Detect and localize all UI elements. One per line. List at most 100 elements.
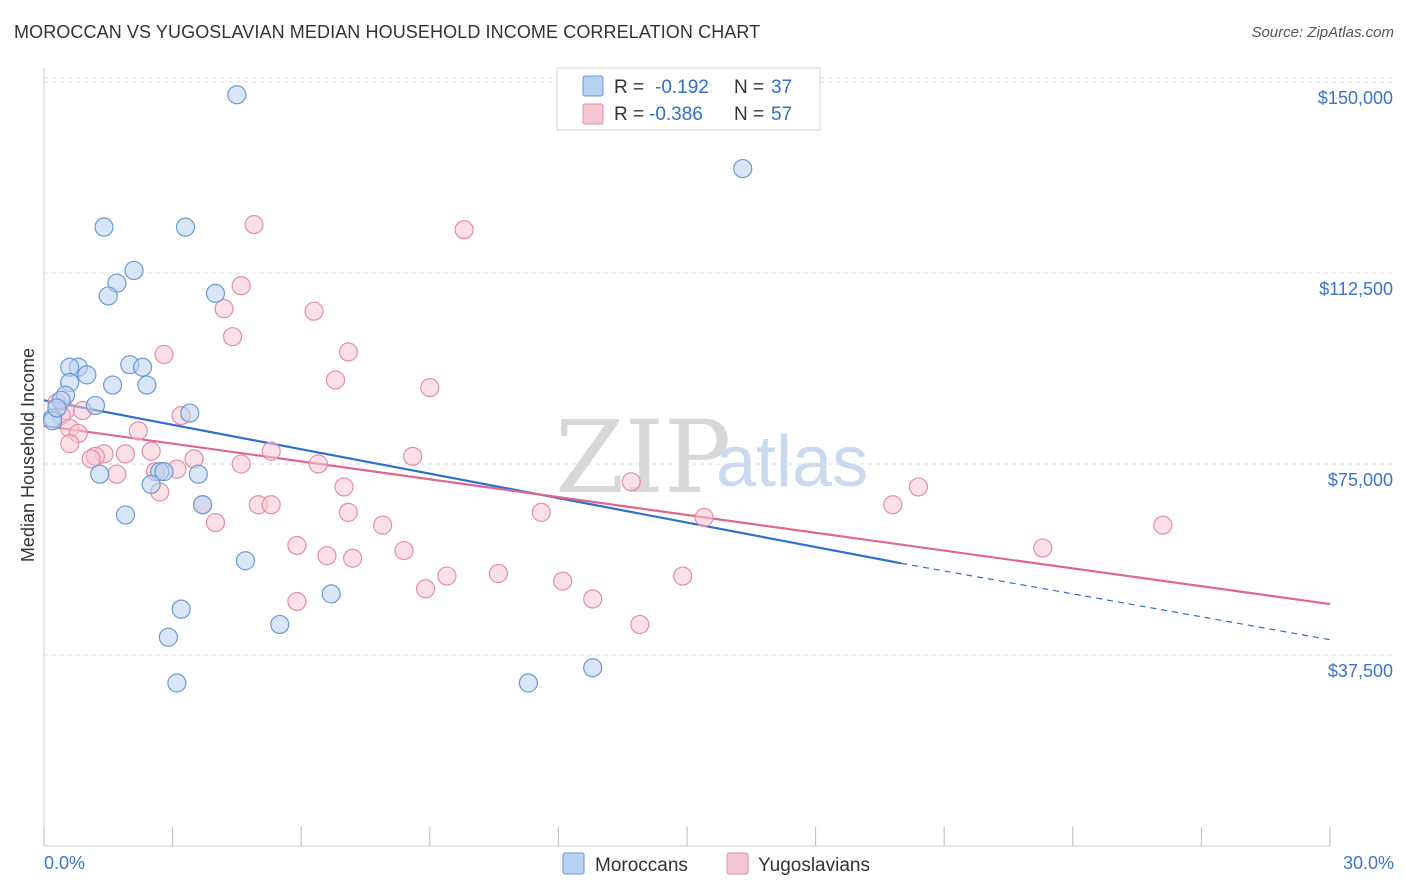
point-yugoslavians-52	[437, 566, 457, 586]
point-yugoslavians-28	[308, 454, 328, 474]
bottom-legend-label-yugoslavians: Yugoslavians	[758, 855, 870, 876]
point-yugoslavians-48	[287, 535, 307, 556]
point-yugoslavians-3	[304, 301, 324, 321]
point-moroccans-19	[180, 403, 200, 423]
point-yugoslavians-8	[325, 370, 346, 390]
point-yugoslavians-6	[338, 342, 358, 362]
point-yugoslavians-20	[115, 444, 136, 464]
point-moroccans-18	[85, 395, 106, 416]
point-yugoslavians-34	[334, 477, 354, 497]
chart-title: MOROCCAN VS YUGOSLAVIAN MEDIAN HOUSEHOLD…	[14, 22, 761, 42]
legend-n-label-yugoslavians: N =	[734, 104, 764, 125]
y-axis-label: Median Household Income	[18, 348, 38, 562]
point-moroccans-7	[205, 283, 226, 303]
legend-n-value-yugoslavians: 57	[771, 104, 792, 125]
point-yugoslavians-40	[338, 502, 358, 522]
point-yugoslavians-58	[630, 614, 650, 635]
data-points	[42, 85, 1173, 693]
axes	[43, 68, 1331, 847]
legend-swatch-moroccans	[582, 75, 604, 97]
point-yugoslavians-44	[373, 515, 393, 535]
point-moroccans-14	[102, 375, 123, 395]
bottom-legend-swatch-yugoslavians	[726, 852, 749, 875]
trend-lines	[43, 399, 1331, 641]
point-yugoslavians-43	[205, 512, 226, 533]
point-moroccans-15	[137, 375, 157, 395]
point-moroccans-1	[733, 158, 753, 179]
point-moroccans-33	[270, 614, 290, 635]
point-yugoslavians-25	[403, 446, 423, 466]
point-yugoslavians-42	[694, 507, 714, 528]
legend-r-value-yugoslavians: -0.386	[649, 104, 703, 125]
watermark-zip: ZIP	[555, 399, 731, 516]
point-yugoslavians-50	[343, 548, 363, 568]
point-moroccans-35	[167, 673, 187, 693]
point-yugoslavians-23	[81, 449, 101, 469]
source-credit: Source: ZipAtlas.com	[1251, 24, 1394, 41]
point-moroccans-36	[518, 673, 538, 693]
point-yugoslavians-24	[261, 441, 281, 461]
point-moroccans-25	[188, 464, 208, 484]
point-moroccans-4	[124, 260, 144, 281]
point-moroccans-32	[321, 584, 341, 604]
point-moroccans-26	[90, 464, 110, 484]
point-moroccans-30	[235, 551, 256, 571]
point-moroccans-3	[175, 217, 196, 237]
point-yugoslavians-4	[214, 299, 234, 319]
point-yugoslavians-30	[107, 464, 127, 484]
point-yugoslavians-17	[128, 421, 148, 441]
point-yugoslavians-55	[415, 579, 436, 599]
point-moroccans-11	[132, 357, 153, 377]
legend-n-value-moroccans: 37	[771, 77, 792, 98]
point-yugoslavians-57	[583, 589, 603, 609]
legend-swatch-yugoslavians	[582, 103, 604, 125]
point-yugoslavians-56	[287, 591, 307, 612]
point-yugoslavians-7	[154, 344, 174, 365]
point-yugoslavians-9	[420, 378, 440, 398]
legend-r-label-moroccans: R =	[614, 77, 644, 98]
point-moroccans-27	[141, 474, 161, 494]
point-yugoslavians-49	[317, 546, 337, 566]
point-yugoslavians-18	[60, 434, 80, 454]
y-tick-label-37500: $37,500	[1328, 661, 1393, 681]
point-moroccans-37	[583, 658, 603, 678]
point-yugoslavians-46	[394, 540, 414, 561]
x-tick-label-min: 0.0%	[44, 853, 85, 873]
point-yugoslavians-54	[673, 566, 693, 586]
point-moroccans-34	[158, 627, 178, 647]
point-moroccans-22	[47, 398, 67, 418]
trend-line-yugoslavians	[43, 424, 1331, 606]
bottom-legend-swatch-moroccans	[562, 852, 585, 875]
legend-r-label-yugoslavians: R =	[614, 104, 644, 125]
point-yugoslavians-32	[621, 472, 641, 492]
point-yugoslavians-5	[223, 327, 243, 347]
point-yugoslavians-1	[454, 220, 474, 240]
legend-r-value-moroccans: -0.192	[655, 77, 709, 98]
point-yugoslavians-45	[1153, 515, 1173, 535]
trend-line-moroccans	[43, 399, 902, 565]
point-moroccans-6	[98, 286, 118, 306]
bottom-legend-label-moroccans: Moroccans	[595, 855, 688, 876]
point-yugoslavians-41	[531, 502, 551, 522]
point-yugoslavians-0	[244, 215, 264, 235]
point-moroccans-28	[193, 495, 213, 515]
point-moroccans-24	[154, 462, 174, 482]
y-tick-label-112500: $112,500	[1319, 279, 1393, 299]
point-moroccans-12	[77, 365, 97, 385]
bottom-legend: Moroccans Yugoslavians	[562, 852, 870, 876]
y-tick-label-150000: $150,000	[1318, 88, 1393, 108]
point-moroccans-31	[171, 599, 191, 619]
watermark-atlas: atlas	[716, 422, 868, 502]
point-moroccans-29	[115, 505, 136, 525]
point-yugoslavians-47	[1033, 538, 1053, 558]
point-yugoslavians-53	[553, 571, 573, 591]
point-moroccans-0	[227, 85, 247, 105]
point-yugoslavians-39	[883, 495, 903, 515]
point-yugoslavians-27	[231, 454, 251, 474]
legend-n-label-moroccans: N =	[734, 77, 764, 98]
point-moroccans-2	[94, 217, 114, 237]
point-yugoslavians-21	[141, 441, 161, 461]
point-yugoslavians-38	[261, 495, 281, 515]
point-yugoslavians-51	[488, 563, 508, 584]
